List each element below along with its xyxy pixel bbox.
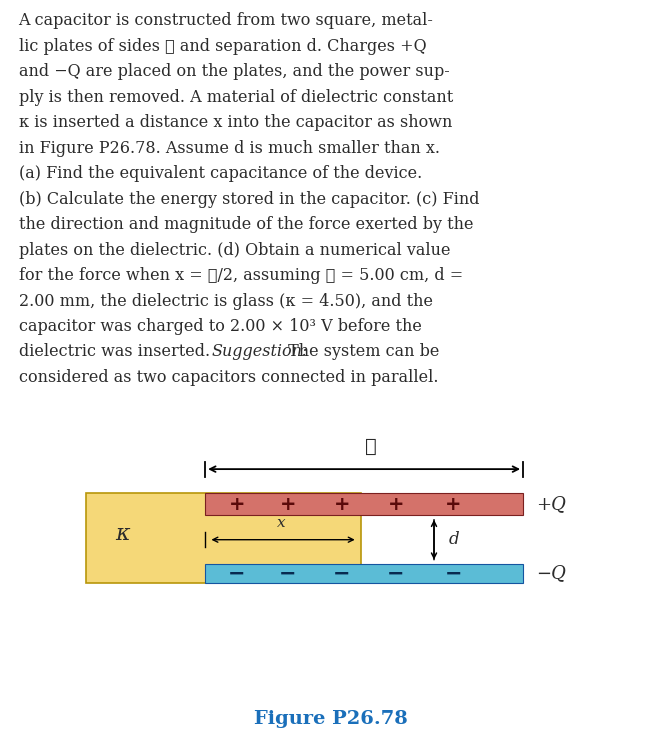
Text: ℓ: ℓ <box>365 438 377 456</box>
Text: +: + <box>229 495 245 514</box>
Text: +Q: +Q <box>536 495 566 513</box>
Text: −: − <box>279 563 297 583</box>
Text: A capacitor is constructed from two square, metal-: A capacitor is constructed from two squa… <box>19 13 434 29</box>
Text: the direction and magnitude of the force exerted by the: the direction and magnitude of the force… <box>19 216 473 233</box>
Text: considered as two capacitors connected in parallel.: considered as two capacitors connected i… <box>19 369 438 386</box>
Text: lic plates of sides ℓ and separation d. Charges +Q: lic plates of sides ℓ and separation d. … <box>19 38 426 55</box>
Text: Figure P26.78: Figure P26.78 <box>254 710 408 728</box>
Text: The system can be: The system can be <box>283 344 440 361</box>
Text: −: − <box>228 563 246 583</box>
Text: capacitor was charged to 2.00 × 10³ V before the: capacitor was charged to 2.00 × 10³ V be… <box>19 318 422 335</box>
Text: +: + <box>445 495 461 514</box>
Text: Suggestion:: Suggestion: <box>212 344 308 361</box>
Text: (b) Calculate the energy stored in the capacitor. (c) Find: (b) Calculate the energy stored in the c… <box>19 190 479 208</box>
Text: −Q: −Q <box>536 564 566 583</box>
Text: d: d <box>449 531 459 548</box>
Text: dielectric was inserted.: dielectric was inserted. <box>19 344 218 361</box>
Text: in Figure P26.78. Assume d is much smaller than x.: in Figure P26.78. Assume d is much small… <box>19 140 440 157</box>
Text: plates on the dielectric. (d) Obtain a numerical value: plates on the dielectric. (d) Obtain a n… <box>19 241 450 258</box>
Text: κ is inserted a distance x into the capacitor as shown: κ is inserted a distance x into the capa… <box>19 114 452 131</box>
Text: ply is then removed. A material of dielectric constant: ply is then removed. A material of diele… <box>19 89 453 106</box>
Bar <box>205 493 523 515</box>
Text: −: − <box>444 563 462 583</box>
Text: x: x <box>277 516 286 530</box>
Bar <box>205 564 523 583</box>
Text: +: + <box>388 495 404 514</box>
Bar <box>86 493 361 583</box>
Text: +: + <box>334 495 350 514</box>
Text: (a) Find the equivalent capacitance of the device.: (a) Find the equivalent capacitance of t… <box>19 165 422 182</box>
Text: κ: κ <box>115 523 130 545</box>
Text: −: − <box>387 563 404 583</box>
Text: for the force when x = ℓ/2, assuming ℓ = 5.00 cm, d =: for the force when x = ℓ/2, assuming ℓ =… <box>19 267 463 284</box>
Text: −: − <box>333 563 351 583</box>
Text: 2.00 mm, the dielectric is glass (κ = 4.50), and the: 2.00 mm, the dielectric is glass (κ = 4.… <box>19 293 432 309</box>
Text: and −Q are placed on the plates, and the power sup-: and −Q are placed on the plates, and the… <box>19 63 449 80</box>
Text: +: + <box>279 495 296 514</box>
